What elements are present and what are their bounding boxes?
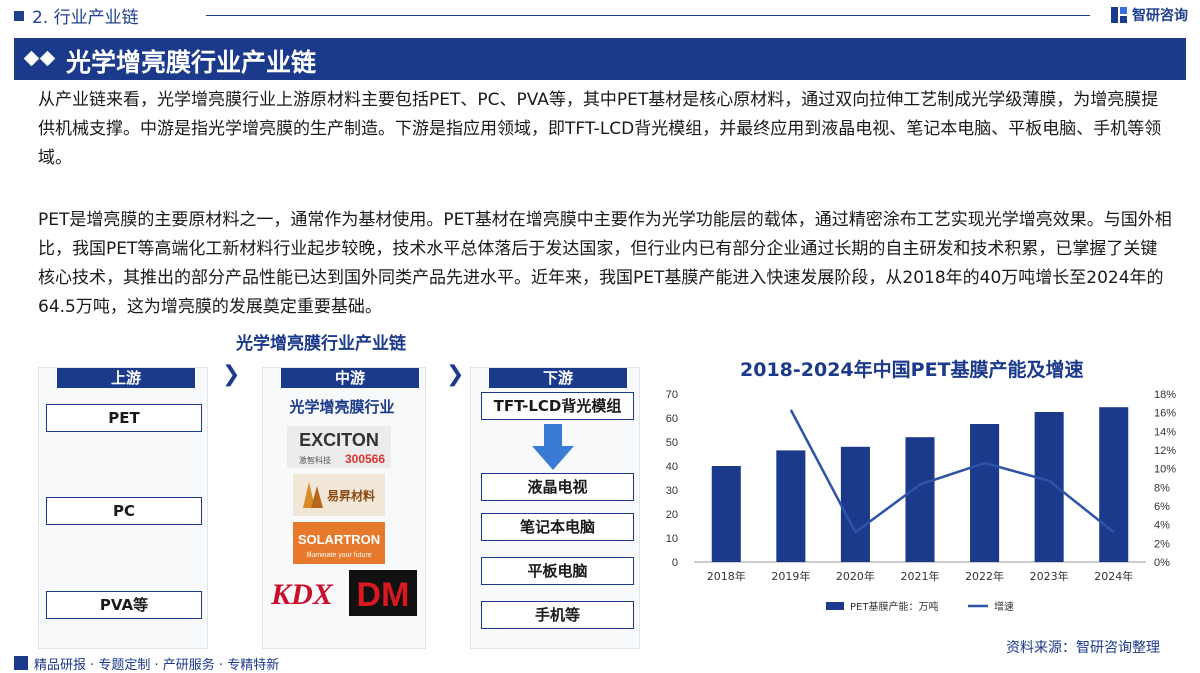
x-tick-label: 2024年 [1094, 569, 1133, 583]
bar [711, 466, 741, 562]
solartron-logo: SOLARTRON Illuminate your future [293, 522, 385, 564]
kdx-logo-text: KDX [270, 578, 334, 611]
x-tick-label: 2020年 [836, 569, 875, 583]
footer: 精品研报 · 专题定制 · 产研服务 · 专精特新 [0, 654, 1200, 673]
right-tick-label: 0% [1154, 557, 1170, 569]
legend-bar-swatch [826, 602, 844, 610]
solartron-logo-text: SOLARTRON [298, 532, 380, 547]
brand-logo: 智研咨询 [1110, 5, 1188, 25]
bar [1034, 412, 1064, 562]
footer-tagline: 精品研报 · 专题定制 · 产研服务 · 专精特新 [34, 658, 280, 673]
downstream-item: 笔记本电脑 [481, 513, 634, 541]
downstream-header: 下游 [489, 368, 627, 388]
section-marker-icon [14, 11, 24, 21]
downstream-item: 液晶电视 [481, 473, 634, 501]
left-tick-label: 60 [666, 413, 678, 425]
bar [840, 446, 870, 562]
left-tick-label: 0 [672, 557, 678, 569]
upstream-item: PVA等 [46, 591, 202, 619]
midstream-label: 光学增亮膜行业 [289, 398, 395, 416]
intro-paragraph: 从产业链来看，光学增亮膜行业上游原材料主要包括PET、PC、PVA等，其中PET… [38, 90, 1162, 168]
yisheng-logo: 易昇材料 [293, 474, 385, 516]
exciton-logo-text: EXCITON [299, 430, 379, 450]
left-tick-label: 70 [666, 389, 678, 401]
exciton-logo-cn: 激智科技 [299, 455, 331, 465]
kdx-logo: KDX [270, 578, 334, 611]
dm-logo-text: DM [357, 576, 410, 614]
capacity-chart: 0 10 20 30 40 50 60 70 0% 2% 4% 6% 8% 10% 12% 14% 16% 18%… [666, 389, 1176, 613]
right-tick-label: 14% [1154, 426, 1176, 438]
section-title: 2. 行业产业链 [32, 8, 139, 28]
left-tick-label: 20 [666, 509, 678, 521]
solartron-logo-slogan: Illuminate your future [306, 552, 371, 559]
downstream-item: 手机等 [481, 601, 634, 629]
right-tick-label: 6% [1154, 501, 1170, 513]
bar [776, 450, 806, 562]
downstream-item: 平板电脑 [481, 557, 634, 585]
pet-paragraph: PET是增亮膜的主要原材料之一，通常作为基材使用。PET基材在增亮膜中主要作为光… [38, 210, 1172, 317]
upstream-item: PET [46, 404, 202, 432]
x-tick-label: 2021年 [901, 569, 940, 583]
bar [1099, 407, 1129, 562]
x-tick-label: 2023年 [1030, 569, 1069, 583]
yisheng-logo-text: 易昇材料 [327, 488, 375, 503]
legend-line-label: 增速 [994, 600, 1014, 613]
bar [905, 437, 935, 562]
footer-logo-icon [14, 656, 28, 670]
right-tick-label: 8% [1154, 482, 1170, 494]
title-bar: 光学增亮膜行业产业链 [14, 38, 1186, 80]
source-note: 资料来源：智研咨询整理 [1006, 640, 1160, 656]
x-tick-label: 2019年 [771, 569, 810, 583]
left-tick-label: 50 [666, 437, 678, 449]
left-tick-label: 40 [666, 461, 678, 473]
exciton-logo: EXCITON 激智科技 300566 [287, 426, 391, 468]
growth-line [789, 409, 1115, 535]
diamond-icon [39, 50, 56, 67]
arrow-down-icon [532, 424, 574, 470]
chain-title: 光学增亮膜行业产业链 [236, 334, 406, 354]
diamond-icon [23, 50, 40, 67]
chart-title: 2018-2024年中国PET基膜产能及增速 [740, 359, 1084, 381]
midstream-header: 中游 [281, 368, 419, 388]
brand-name: 智研咨询 [1132, 8, 1188, 24]
right-tick-label: 12% [1154, 445, 1176, 457]
right-tick-label: 16% [1154, 408, 1176, 420]
x-tick-label: 2022年 [965, 569, 1004, 583]
right-tick-label: 18% [1154, 389, 1176, 401]
left-tick-label: 30 [666, 485, 678, 497]
x-tick-label: 2018年 [707, 569, 746, 583]
upstream-header: 上游 [57, 368, 195, 388]
bar [970, 424, 1000, 562]
upstream-item: PC [46, 497, 202, 525]
left-tick-label: 10 [666, 533, 678, 545]
legend-bar-label: PET基膜产能：万吨 [850, 600, 938, 613]
exciton-logo-code: 300566 [345, 452, 385, 466]
page-title: 光学增亮膜行业产业链 [66, 48, 317, 77]
dm-logo: DM [349, 570, 417, 616]
chevron-right-icon: ❯ [446, 362, 465, 387]
brand-icon [1111, 7, 1127, 23]
top-bar: 2. 行业产业链 智研咨询 [0, 0, 1200, 32]
right-tick-label: 2% [1154, 538, 1170, 550]
chevron-right-icon: ❯ [222, 362, 241, 387]
header-divider [206, 15, 1090, 16]
right-tick-label: 10% [1154, 464, 1176, 476]
downstream-top-item: TFT-LCD背光模组 [481, 392, 634, 420]
right-tick-label: 4% [1154, 520, 1170, 532]
